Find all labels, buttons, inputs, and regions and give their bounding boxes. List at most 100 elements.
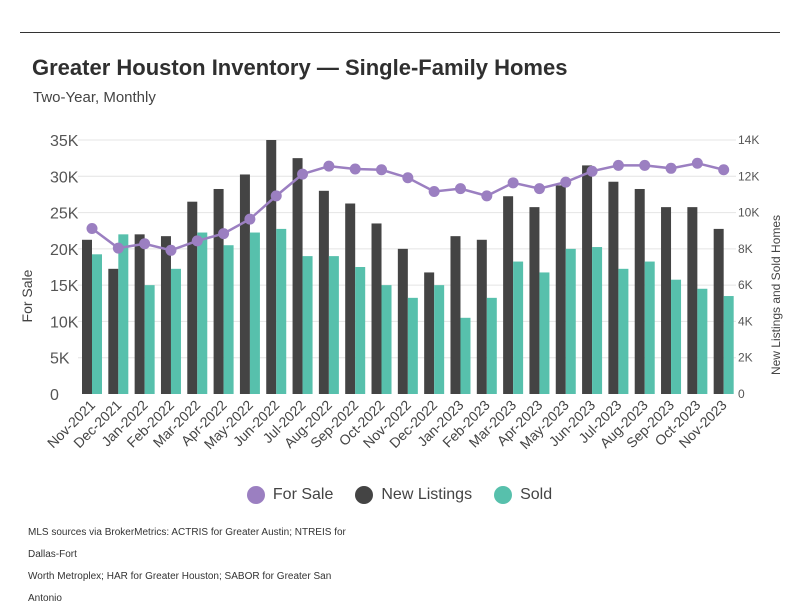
y-left-tick-label-7: 35K	[50, 133, 79, 150]
y-right-tick-label-1: 2K	[738, 351, 753, 365]
bar-new-listings-15	[476, 239, 487, 394]
legend-item-sold[interactable]: Sold	[494, 486, 552, 504]
point-for-sale-0	[86, 223, 98, 235]
point-for-sale-16	[507, 177, 519, 189]
point-for-sale-10	[349, 163, 361, 175]
point-for-sale-1	[112, 242, 124, 254]
y-right-axis-title: New Listings and Sold Homes	[769, 215, 783, 375]
point-for-sale-3	[165, 244, 177, 256]
source-line-1: MLS sources via BrokerMetrics: ACTRIS fo…	[28, 527, 346, 560]
bar-sold-0	[92, 254, 102, 394]
y-left-tick-label-3: 15K	[50, 278, 79, 295]
bar-new-listings-17	[529, 207, 540, 394]
bar-new-listings-5	[213, 188, 224, 394]
y-left-tick-label-5: 25K	[50, 206, 79, 223]
bar-sold-9	[328, 256, 339, 394]
bar-sold-5	[223, 245, 234, 394]
point-for-sale-12	[402, 172, 414, 184]
bar-new-listings-18	[555, 185, 566, 394]
point-for-sale-24	[718, 164, 730, 176]
point-for-sale-14	[454, 183, 466, 195]
bar-new-listings-12	[397, 248, 408, 394]
point-for-sale-19	[586, 165, 598, 177]
point-for-sale-6	[244, 213, 256, 225]
y-right-tick-label-4: 8K	[738, 242, 753, 256]
point-for-sale-13	[428, 186, 440, 198]
y-right-tick-label-0: 0	[738, 387, 745, 401]
source-line-2: Worth Metroplex; HAR for Greater Houston…	[28, 571, 332, 604]
bar-new-listings-16	[503, 196, 514, 394]
bar-sold-24	[723, 296, 734, 394]
bar-sold-15	[486, 297, 497, 394]
legend-label-sold: Sold	[520, 486, 553, 503]
point-for-sale-21	[639, 159, 651, 171]
bar-new-listings-1	[108, 268, 119, 394]
bar-new-listings-14	[450, 236, 461, 394]
legend-label-new-listings: New Listings	[381, 486, 473, 503]
y-right-tick-label-3: 6K	[738, 278, 753, 292]
bar-new-listings-20	[608, 181, 619, 394]
bar-sold-11	[381, 285, 392, 394]
y-left-tick-label-2: 10K	[50, 314, 79, 331]
chart-title: Greater Houston Inventory — Single-Famil…	[32, 55, 568, 80]
bar-sold-21	[644, 261, 655, 394]
point-for-sale-9	[323, 160, 335, 172]
source-note: MLS sources via BrokerMetrics: ACTRIS fo…	[28, 522, 358, 610]
bar-sold-17	[539, 272, 550, 394]
bar-new-listings-4	[187, 201, 198, 394]
point-for-sale-4	[191, 235, 203, 247]
bar-new-listings-2	[134, 234, 145, 394]
legend-item-for-sale[interactable]: For Sale	[246, 486, 333, 504]
bar-new-listings-6	[239, 174, 250, 394]
point-for-sale-17	[533, 183, 545, 195]
legend-item-new-listings[interactable]: New Listings	[355, 486, 472, 504]
bar-sold-1	[118, 234, 129, 394]
bar-sold-3	[170, 268, 181, 394]
bar-sold-16	[513, 261, 524, 394]
bar-new-listings-11	[371, 223, 382, 394]
bar-sold-14	[460, 317, 471, 394]
bar-new-listings-8	[292, 158, 303, 394]
point-for-sale-8	[297, 168, 309, 180]
y-right-tick-label-6: 12K	[738, 169, 759, 183]
y-left-tick-label-4: 20K	[50, 242, 79, 259]
legend-swatch-new-listings	[355, 486, 374, 504]
bar-new-listings-0	[82, 239, 92, 394]
y-left-axis-title: For Sale	[19, 269, 35, 322]
point-for-sale-20	[612, 159, 624, 171]
bar-new-listings-13	[424, 272, 435, 394]
bar-sold-22	[671, 279, 682, 394]
bar-new-listings-23	[687, 207, 698, 394]
point-for-sale-5	[218, 228, 230, 240]
point-for-sale-23	[691, 157, 703, 169]
point-for-sale-2	[139, 238, 151, 250]
bar-sold-13	[434, 285, 445, 394]
legend-swatch-for-sale	[246, 486, 265, 504]
y-left-tick-label-1: 5K	[50, 351, 70, 368]
bar-new-listings-24	[713, 228, 724, 394]
point-for-sale-11	[376, 164, 388, 176]
bar-sold-10	[355, 267, 366, 394]
legend: For Sale New Listings Sold	[0, 486, 799, 504]
bar-new-listings-9	[318, 190, 329, 394]
y-right-tick-label-2: 4K	[738, 314, 753, 328]
bar-sold-7	[276, 228, 287, 394]
bar-sold-8	[302, 256, 313, 394]
bar-new-listings-19	[582, 165, 593, 394]
point-for-sale-18	[560, 176, 572, 188]
point-for-sale-15	[481, 190, 493, 202]
y-right-tick-label-5: 10K	[738, 206, 759, 220]
y-right-tick-label-7: 14K	[738, 133, 759, 147]
bar-sold-12	[407, 297, 418, 394]
bar-new-listings-3	[160, 236, 171, 394]
bar-new-listings-7	[266, 140, 277, 394]
bar-sold-19	[592, 247, 603, 394]
bar-new-listings-10	[345, 203, 356, 394]
point-for-sale-7	[270, 190, 282, 202]
bar-sold-20	[618, 268, 629, 394]
bar-sold-2	[144, 285, 155, 394]
y-left-tick-label-0: 0	[50, 387, 59, 404]
top-rule	[20, 32, 780, 33]
chart-subtitle: Two-Year, Monthly	[33, 89, 156, 106]
point-for-sale-22	[665, 162, 677, 174]
